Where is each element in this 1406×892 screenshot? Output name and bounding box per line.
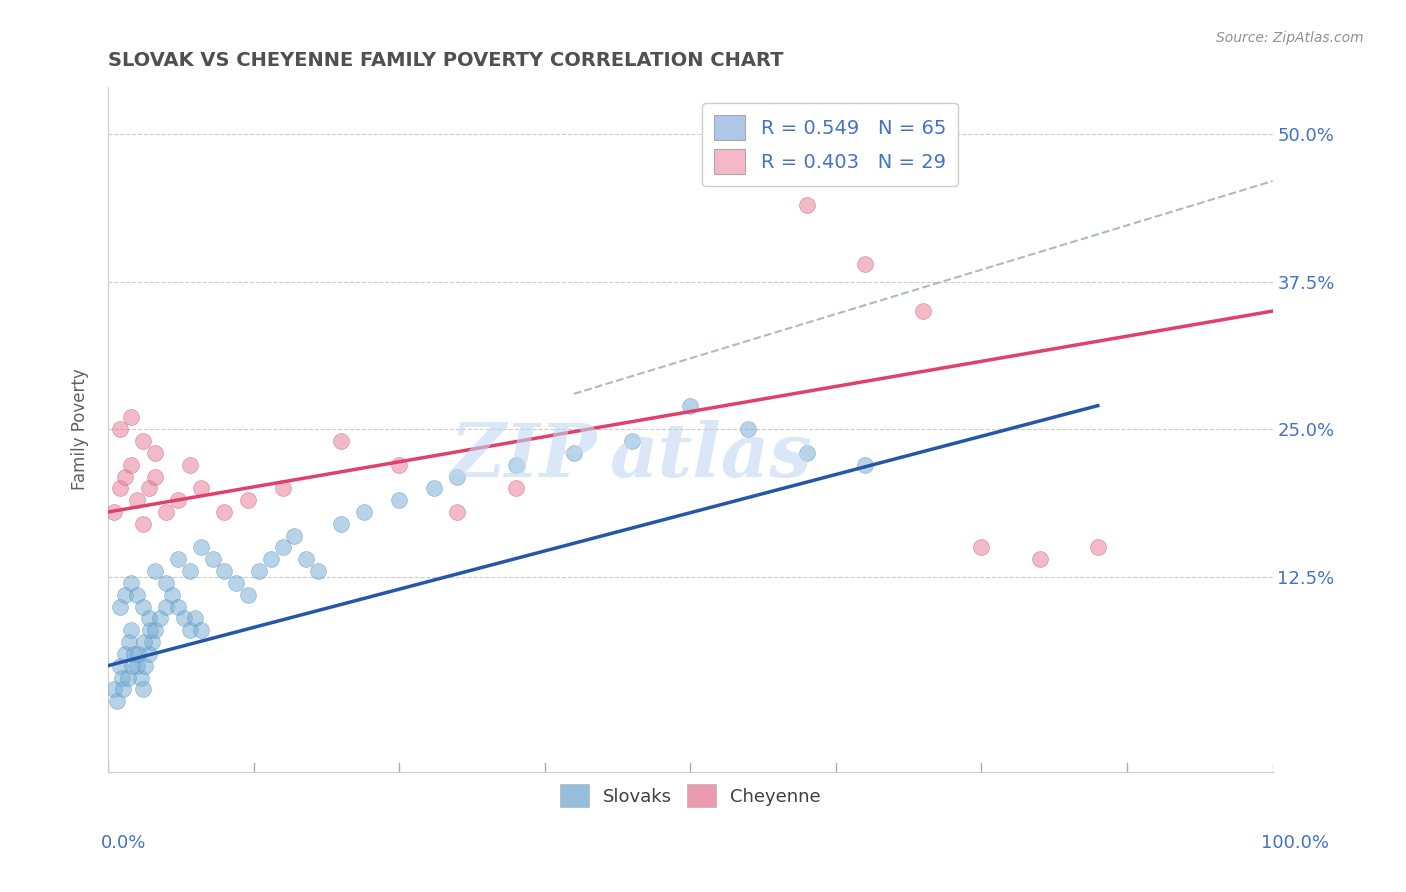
Point	[173, 611, 195, 625]
Point	[247, 564, 270, 578]
Point	[190, 541, 212, 555]
Point	[120, 624, 142, 638]
Point	[796, 197, 818, 211]
Point	[853, 257, 876, 271]
Point	[127, 658, 149, 673]
Point	[236, 493, 259, 508]
Point	[179, 458, 201, 472]
Point	[138, 647, 160, 661]
Point	[118, 635, 141, 649]
Point	[122, 647, 145, 661]
Point	[505, 482, 527, 496]
Point	[388, 493, 411, 508]
Point	[1028, 552, 1050, 566]
Point	[149, 611, 172, 625]
Point	[155, 576, 177, 591]
Point	[329, 434, 352, 449]
Point	[134, 658, 156, 673]
Point	[117, 671, 139, 685]
Point	[260, 552, 283, 566]
Y-axis label: Family Poverty: Family Poverty	[72, 368, 89, 491]
Point	[1087, 541, 1109, 555]
Point	[446, 505, 468, 519]
Point	[329, 516, 352, 531]
Point	[138, 611, 160, 625]
Point	[160, 588, 183, 602]
Point	[796, 446, 818, 460]
Point	[108, 658, 131, 673]
Point	[190, 624, 212, 638]
Point	[132, 682, 155, 697]
Point	[114, 647, 136, 661]
Point	[112, 682, 135, 697]
Point	[214, 505, 236, 519]
Point	[505, 458, 527, 472]
Point	[120, 410, 142, 425]
Point	[167, 552, 190, 566]
Point	[132, 434, 155, 449]
Point	[121, 658, 143, 673]
Point	[103, 505, 125, 519]
Text: 100.0%: 100.0%	[1261, 834, 1329, 852]
Point	[138, 482, 160, 496]
Text: 0.0%: 0.0%	[101, 834, 146, 852]
Point	[562, 446, 585, 460]
Point	[679, 399, 702, 413]
Point	[111, 671, 134, 685]
Legend: Slovaks, Cheyenne: Slovaks, Cheyenne	[553, 777, 828, 814]
Point	[139, 624, 162, 638]
Point	[114, 469, 136, 483]
Point	[201, 552, 224, 566]
Point	[143, 469, 166, 483]
Point	[970, 541, 993, 555]
Point	[129, 671, 152, 685]
Point	[143, 624, 166, 638]
Text: Source: ZipAtlas.com: Source: ZipAtlas.com	[1216, 31, 1364, 45]
Point	[184, 611, 207, 625]
Point	[423, 482, 446, 496]
Point	[283, 529, 305, 543]
Point	[179, 624, 201, 638]
Point	[388, 458, 411, 472]
Point	[295, 552, 318, 566]
Point	[132, 599, 155, 614]
Point	[143, 446, 166, 460]
Text: ZIP: ZIP	[451, 420, 598, 493]
Point	[120, 576, 142, 591]
Point	[155, 599, 177, 614]
Point	[353, 505, 375, 519]
Point	[108, 599, 131, 614]
Point	[271, 482, 294, 496]
Point	[143, 564, 166, 578]
Point	[155, 505, 177, 519]
Point	[307, 564, 329, 578]
Point	[225, 576, 247, 591]
Point	[127, 493, 149, 508]
Point	[114, 588, 136, 602]
Point	[127, 647, 149, 661]
Point	[214, 564, 236, 578]
Point	[167, 599, 190, 614]
Point	[105, 694, 128, 708]
Point	[167, 493, 190, 508]
Text: atlas: atlas	[609, 420, 811, 493]
Point	[737, 422, 759, 436]
Point	[103, 682, 125, 697]
Point	[912, 304, 935, 318]
Point	[853, 458, 876, 472]
Point	[179, 564, 201, 578]
Text: SLOVAK VS CHEYENNE FAMILY POVERTY CORRELATION CHART: SLOVAK VS CHEYENNE FAMILY POVERTY CORREL…	[108, 51, 783, 70]
Point	[108, 422, 131, 436]
Point	[446, 469, 468, 483]
Point	[120, 458, 142, 472]
Point	[621, 434, 644, 449]
Point	[127, 588, 149, 602]
Point	[271, 541, 294, 555]
Point	[141, 635, 163, 649]
Point	[236, 588, 259, 602]
Point	[108, 482, 131, 496]
Point	[132, 635, 155, 649]
Point	[132, 516, 155, 531]
Point	[190, 482, 212, 496]
